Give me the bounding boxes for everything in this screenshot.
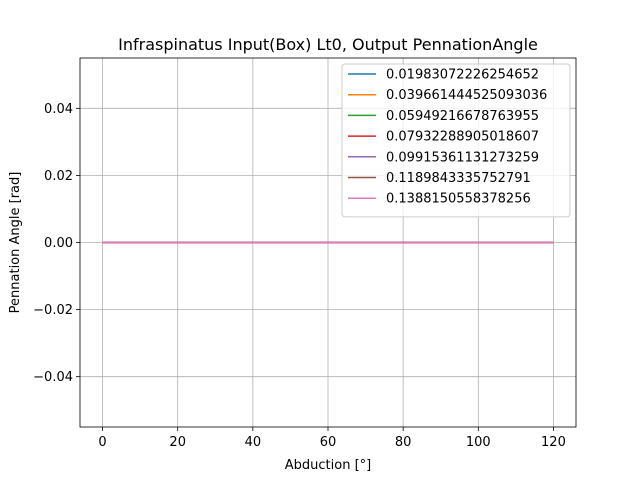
legend-entry-label: 0.1388150558378256 [386,192,531,207]
legend-entry-label: 0.01983072226254652 [386,68,539,83]
y-axis-label: Pennation Angle [rad] [8,172,23,314]
legend-box [341,63,571,218]
y-tick-label: −0.04 [33,370,73,385]
x-tick-label: 60 [320,435,337,450]
x-tick-label: 100 [466,435,491,450]
plot-frame [79,57,577,428]
x-axis-label: Abduction [°] [285,458,371,473]
y-tick-label: −0.02 [33,303,73,318]
chart-title: Infraspinatus Input(Box) Lt0, Output Pen… [118,35,538,54]
legend-entry-label: 0.039661444525093036 [386,88,547,103]
x-tick-label: 80 [395,435,412,450]
axis-ticks: 0 20 40 60 80 100 120 −0.04 −0.02 0.00 0.02 0.04 [33,102,566,450]
legend-entry-label: 0.05949216678763955 [386,109,539,124]
y-tick-label: 0.02 [44,169,73,184]
legend-entry-label: 0.07932288905018607 [386,130,539,145]
legend-entry-label: 0.1189843335752791 [386,171,531,186]
x-tick-label: 120 [541,435,566,450]
x-tick-label: 0 [98,435,106,450]
legend: 0.01983072226254652 0.039661444525093036 0… [341,63,571,218]
y-tick-label: 0.00 [44,236,73,251]
x-tick-label: 20 [169,435,186,450]
legend-entry-label: 0.09915361131273259 [386,150,539,165]
x-tick-label: 40 [245,435,262,450]
y-tick-label: 0.04 [44,102,73,117]
